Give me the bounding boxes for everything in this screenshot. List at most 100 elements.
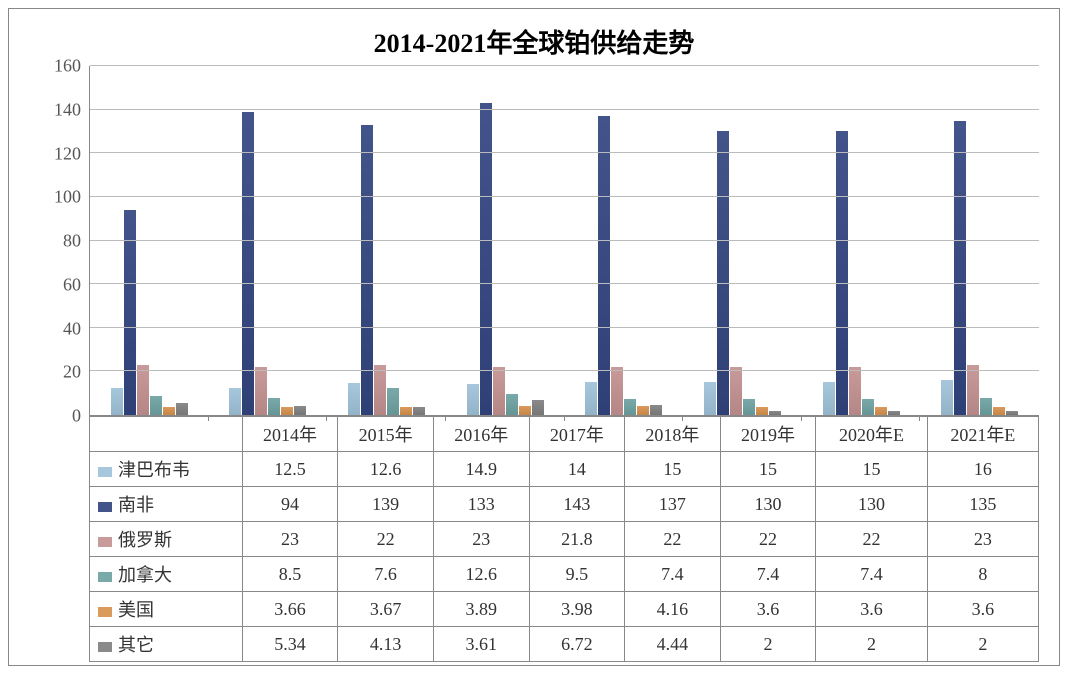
data-cell: 7.4 <box>816 557 927 592</box>
data-cell: 22 <box>816 522 927 557</box>
bar <box>637 406 649 415</box>
bar <box>294 406 306 415</box>
column-header: 2018年 <box>625 417 721 452</box>
data-cell: 3.61 <box>433 627 529 662</box>
plot-row: 020406080100120140160 <box>9 66 1059 416</box>
year-group <box>802 66 921 415</box>
data-cell: 3.67 <box>338 592 434 627</box>
bar <box>137 365 149 415</box>
bar <box>111 388 123 415</box>
bar <box>493 367 505 415</box>
bar <box>875 407 887 415</box>
data-cell: 4.44 <box>625 627 721 662</box>
bar <box>413 407 425 415</box>
y-tick: 60 <box>63 274 81 295</box>
bar <box>268 398 280 415</box>
data-cell: 7.4 <box>625 557 721 592</box>
bar <box>967 365 979 415</box>
legend-swatch <box>98 502 112 512</box>
data-cell: 21.8 <box>529 522 625 557</box>
data-cell: 4.13 <box>338 627 434 662</box>
column-header: 2019年 <box>720 417 816 452</box>
data-cell: 7.6 <box>338 557 434 592</box>
column-header: 2016年 <box>433 417 529 452</box>
legend-swatch <box>98 537 112 547</box>
data-cell: 139 <box>338 487 434 522</box>
gridline <box>90 196 1039 197</box>
data-cell: 143 <box>529 487 625 522</box>
gridline <box>90 109 1039 110</box>
bar <box>730 367 742 415</box>
bar <box>993 407 1005 415</box>
data-cell: 135 <box>927 487 1038 522</box>
bar <box>348 383 360 416</box>
y-tick: 40 <box>63 318 81 339</box>
bar <box>374 365 386 415</box>
bar <box>743 399 755 415</box>
bar <box>124 210 136 415</box>
bar <box>506 394 518 415</box>
bar <box>862 399 874 415</box>
column-header: 2014年 <box>242 417 338 452</box>
year-group <box>90 66 209 415</box>
bar <box>361 125 373 415</box>
bar <box>176 403 188 415</box>
bar <box>624 399 636 415</box>
legend-swatch <box>98 642 112 652</box>
bar <box>519 406 531 415</box>
bar <box>467 384 479 415</box>
column-header: 2021年E <box>927 417 1038 452</box>
row-label: 南非 <box>90 487 243 522</box>
bar <box>704 382 716 415</box>
data-cell: 3.66 <box>242 592 338 627</box>
gridline <box>90 370 1039 371</box>
table-row: 美国3.663.673.893.984.163.63.63.6 <box>90 592 1039 627</box>
bar <box>163 407 175 415</box>
row-label: 俄罗斯 <box>90 522 243 557</box>
data-cell: 12.6 <box>338 452 434 487</box>
data-cell: 22 <box>338 522 434 557</box>
data-cell: 15 <box>816 452 927 487</box>
bar <box>281 407 293 415</box>
data-cell: 23 <box>242 522 338 557</box>
gridline <box>90 152 1039 153</box>
data-cell: 2 <box>927 627 1038 662</box>
legend-swatch <box>98 572 112 582</box>
series-name: 美国 <box>118 600 154 620</box>
bar <box>532 400 544 415</box>
data-cell: 15 <box>720 452 816 487</box>
bar <box>980 398 992 415</box>
data-cell: 8.5 <box>242 557 338 592</box>
table-row: 俄罗斯23222321.822222223 <box>90 522 1039 557</box>
year-group <box>920 66 1039 415</box>
series-name: 俄罗斯 <box>118 530 172 550</box>
year-group <box>565 66 684 415</box>
table-header-row: 2014年2015年2016年2017年2018年2019年2020年E2021… <box>90 417 1039 452</box>
data-cell: 5.34 <box>242 627 338 662</box>
data-cell: 130 <box>816 487 927 522</box>
column-header: 2015年 <box>338 417 434 452</box>
data-cell: 23 <box>927 522 1038 557</box>
chart-title: 2014-2021年全球铂供给走势 <box>9 9 1059 66</box>
data-cell: 3.6 <box>816 592 927 627</box>
data-cell: 2 <box>816 627 927 662</box>
bar <box>717 131 729 415</box>
column-header: 2020年E <box>816 417 927 452</box>
bar <box>849 367 861 415</box>
y-tick: 20 <box>63 362 81 383</box>
y-tick: 100 <box>54 187 81 208</box>
series-name: 其它 <box>118 635 154 655</box>
data-cell: 130 <box>720 487 816 522</box>
table-corner-cell <box>90 417 243 452</box>
year-group <box>683 66 802 415</box>
bar <box>941 380 953 415</box>
data-table: 2014年2015年2016年2017年2018年2019年2020年E2021… <box>89 416 1039 662</box>
data-cell: 94 <box>242 487 338 522</box>
data-cell: 6.72 <box>529 627 625 662</box>
year-group <box>209 66 328 415</box>
chart-container: 2014-2021年全球铂供给走势 020406080100120140160 … <box>8 8 1060 666</box>
bar <box>255 367 267 415</box>
data-cell: 3.6 <box>927 592 1038 627</box>
data-cell: 12.5 <box>242 452 338 487</box>
bar <box>387 388 399 415</box>
